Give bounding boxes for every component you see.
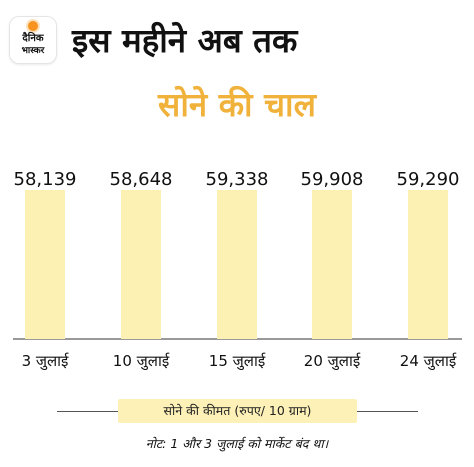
page-title: इस महीने अब तक xyxy=(72,21,298,60)
footnote: नोट: 1 और 3 जुलाई को मार्केट बंद था। xyxy=(145,436,329,451)
value-label-4: 59,290 xyxy=(397,169,460,190)
bar-3 xyxy=(312,190,352,339)
category-label-1: 10 जुलाई xyxy=(113,352,170,371)
value-label-3: 59,908 xyxy=(301,169,364,190)
category-label-4: 24 जुलाई xyxy=(400,352,457,371)
bar-0 xyxy=(25,190,65,339)
logo-text-line1: दैनिक xyxy=(22,33,44,44)
bar-1 xyxy=(121,190,161,339)
logo-text-line2: भास्कर xyxy=(21,46,45,56)
value-label-0: 58,139 xyxy=(14,169,77,190)
chart-subtitle: सोने की चाल xyxy=(158,85,316,124)
bar-4 xyxy=(408,190,448,339)
sun-icon xyxy=(28,21,38,31)
category-label-2: 15 जुलाई xyxy=(209,352,266,371)
dainik-bhaskar-logo: दैनिक भास्कर xyxy=(10,17,56,63)
legend-label: सोने की कीमत (रुपए/ 10 ग्राम) xyxy=(118,399,357,423)
bar-2 xyxy=(217,190,257,339)
category-label-0: 3 जुलाई xyxy=(22,352,70,371)
category-label-3: 20 जुलाई xyxy=(304,352,361,371)
value-label-2: 59,338 xyxy=(206,169,269,190)
value-label-1: 58,648 xyxy=(110,169,173,190)
